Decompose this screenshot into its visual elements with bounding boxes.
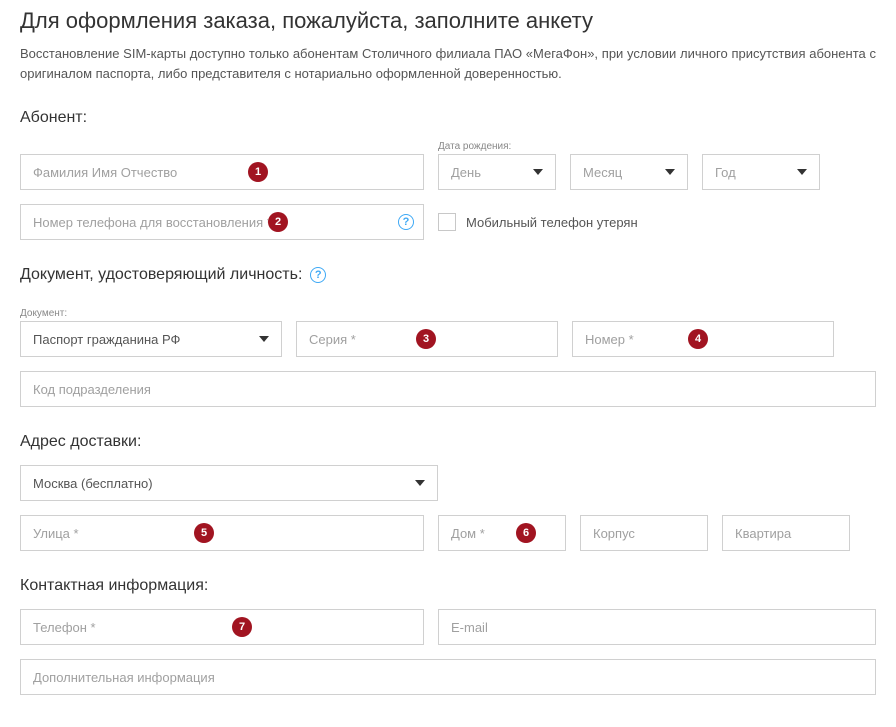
doc-type-select[interactable]: Паспорт гражданина РФ: [20, 321, 282, 357]
phone-lost-label: Мобильный телефон утерян: [466, 215, 638, 230]
doc-number-input[interactable]: [572, 321, 834, 357]
city-select[interactable]: Москва (бесплатно): [20, 465, 438, 501]
contact-section: Контактная информация: 7: [20, 577, 876, 695]
day-select[interactable]: День: [438, 154, 556, 190]
fio-input[interactable]: [20, 154, 424, 190]
doc-series-input[interactable]: [296, 321, 558, 357]
extra-info-input[interactable]: [20, 659, 876, 695]
building-input[interactable]: [580, 515, 708, 551]
house-input[interactable]: [438, 515, 566, 551]
contact-heading: Контактная информация:: [20, 577, 208, 595]
street-input[interactable]: [20, 515, 424, 551]
delivery-section: Адрес доставки: Москва (бесплатно) 5 6: [20, 433, 876, 551]
dept-code-input[interactable]: [20, 371, 876, 407]
document-heading: Документ, удостоверяющий личность:: [20, 266, 302, 284]
help-icon[interactable]: ?: [310, 267, 326, 283]
month-placeholder: Месяц: [583, 165, 622, 180]
document-section: Документ, удостоверяющий личность: ? Док…: [20, 266, 876, 407]
city-value: Москва (бесплатно): [33, 476, 153, 491]
phone-lost-checkbox[interactable]: [438, 213, 456, 231]
dob-label: Дата рождения:: [438, 141, 556, 152]
month-select[interactable]: Месяц: [570, 154, 688, 190]
contact-email-input[interactable]: [438, 609, 876, 645]
year-select[interactable]: Год: [702, 154, 820, 190]
doc-label: Документ:: [20, 308, 282, 319]
chevron-down-icon: [533, 169, 543, 175]
doc-type-value: Паспорт гражданина РФ: [33, 332, 180, 347]
chevron-down-icon: [797, 169, 807, 175]
delivery-heading: Адрес доставки:: [20, 433, 141, 451]
chevron-down-icon: [665, 169, 675, 175]
spacer-label: [702, 141, 820, 152]
year-placeholder: Год: [715, 165, 736, 180]
day-placeholder: День: [451, 165, 481, 180]
contact-phone-input[interactable]: [20, 609, 424, 645]
page-title: Для оформления заказа, пожалуйста, запол…: [20, 8, 876, 34]
phone-lost-wrap: Мобильный телефон утерян: [438, 204, 638, 240]
intro-text: Восстановление SIM-карты доступно только…: [20, 44, 876, 83]
chevron-down-icon: [259, 336, 269, 342]
help-icon[interactable]: ?: [398, 214, 414, 230]
chevron-down-icon: [415, 480, 425, 486]
spacer-label: [570, 141, 688, 152]
apartment-input[interactable]: [722, 515, 850, 551]
subscriber-heading: Абонент:: [20, 109, 87, 127]
restore-phone-input[interactable]: [20, 204, 424, 240]
subscriber-section: Абонент: 1 Дата рождения: День Месяц Год: [20, 109, 876, 240]
